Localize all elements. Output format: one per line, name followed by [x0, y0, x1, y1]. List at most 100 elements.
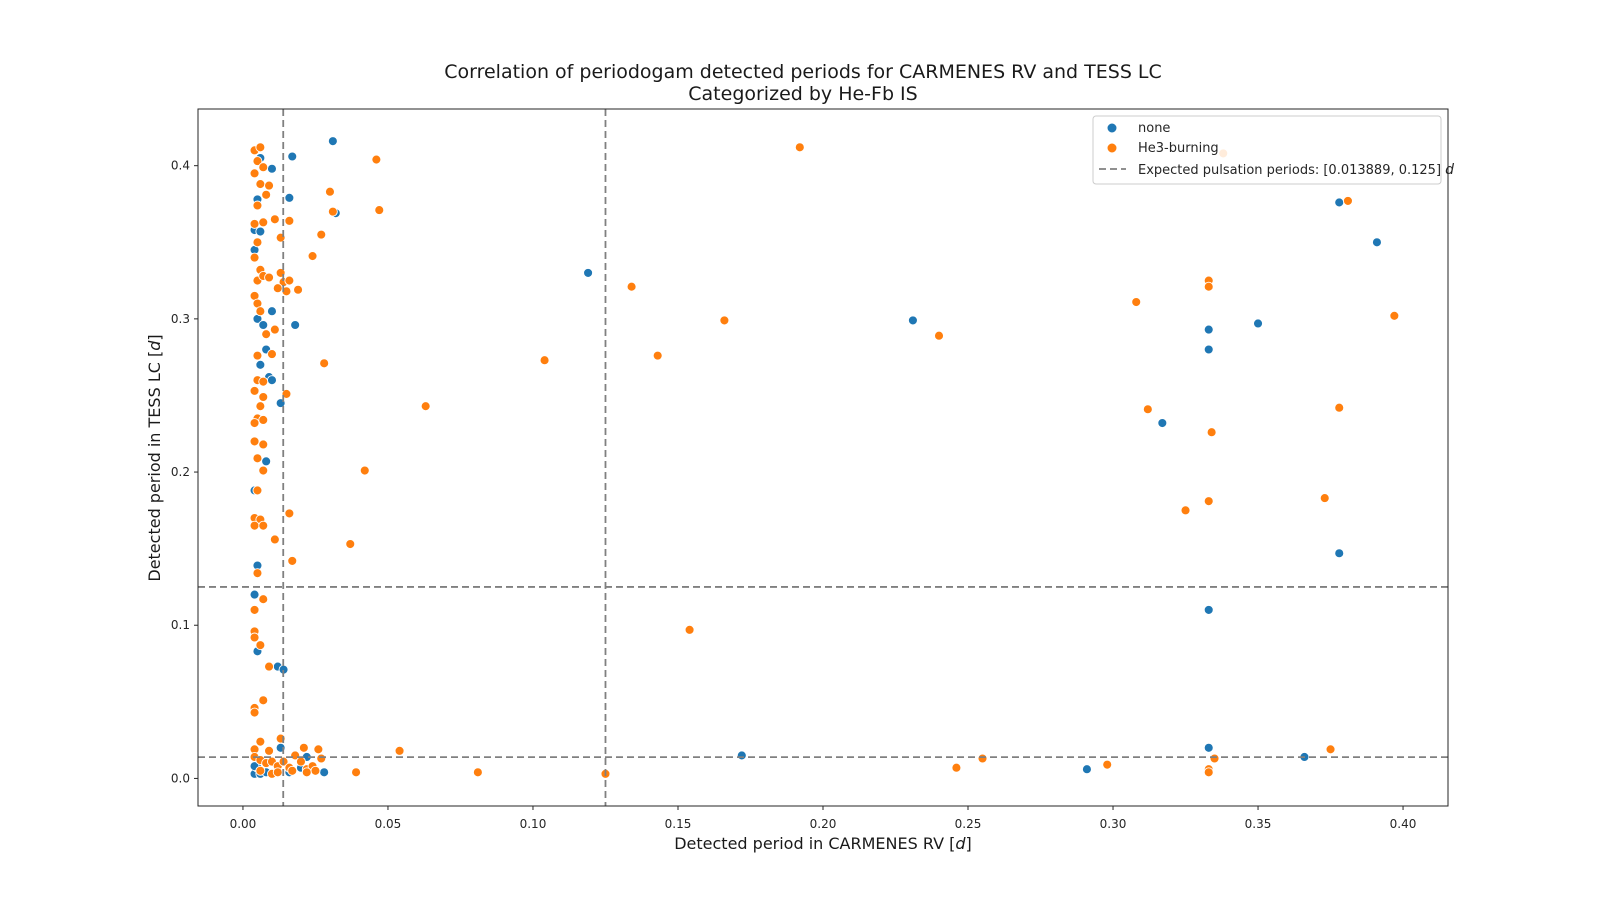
- point-he3-burning: [252, 156, 263, 167]
- y-tick-label: 0.2: [171, 465, 190, 479]
- point-he3-burning: [1142, 404, 1153, 415]
- legend-box: [1092, 115, 1442, 185]
- point-none: [261, 456, 272, 467]
- point-he3-burning: [249, 418, 260, 428]
- point-he3-burning: [394, 745, 405, 756]
- point-he3-burning: [252, 237, 263, 248]
- point-he3-burning: [1203, 496, 1214, 507]
- legend-label-reference: Expected pulsation periods: [0.013889, 0…: [1138, 162, 1454, 178]
- plot-frame: [197, 108, 1449, 807]
- point-he3-burning: [1389, 310, 1400, 321]
- point-none: [287, 151, 298, 162]
- point-none: [1203, 742, 1214, 753]
- point-he3-burning: [319, 358, 330, 369]
- point-he3-burning: [255, 306, 266, 317]
- point-he3-burning: [258, 217, 269, 228]
- point-he3-burning: [258, 594, 269, 605]
- point-none: [255, 226, 266, 237]
- point-none: [267, 375, 277, 386]
- point-he3-burning: [269, 534, 280, 545]
- point-he3-burning: [287, 765, 298, 776]
- point-he3-burning: [327, 206, 338, 217]
- point-he3-burning: [284, 215, 295, 226]
- point-he3-burning: [249, 436, 260, 447]
- point-none: [1203, 604, 1214, 615]
- y-tick-label: 0.0: [171, 771, 190, 785]
- legend-reference-text: Expected pulsation periods: [0.013889, 0…: [1138, 163, 1441, 178]
- point-he3-burning: [359, 465, 370, 476]
- chart-subtitle: Categorized by He-Fb IS: [688, 83, 917, 105]
- x-axis-label-unit: d: [955, 834, 966, 853]
- point-none: [258, 320, 269, 330]
- point-he3-burning: [258, 695, 269, 706]
- point-he3-burning: [301, 767, 312, 778]
- point-none: [249, 589, 260, 600]
- point-he3-burning: [719, 315, 730, 326]
- y-tick-label: 0.4: [171, 159, 190, 173]
- chart-title: Correlation of periodogam detected perio…: [444, 61, 1162, 83]
- point-none: [583, 267, 594, 278]
- x-tick-label: 0.10: [520, 817, 547, 831]
- x-tick-label: 0.25: [955, 817, 982, 831]
- legend-reference-unit: d: [1445, 162, 1454, 178]
- point-he3-burning: [1209, 753, 1220, 764]
- point-he3-burning: [371, 154, 382, 165]
- point-he3-burning: [1131, 297, 1142, 307]
- point-he3-burning: [951, 762, 962, 773]
- x-axis-label-close: ]: [966, 834, 972, 853]
- point-he3-burning: [1102, 759, 1113, 770]
- point-he3-burning: [313, 744, 324, 755]
- x-tick-label: 0.20: [810, 817, 837, 831]
- x-tick-label: 0.05: [375, 817, 402, 831]
- point-he3-burning: [252, 453, 263, 464]
- point-he3-burning: [258, 376, 269, 387]
- point-he3-burning: [255, 142, 266, 153]
- point-he3-burning: [539, 355, 550, 366]
- point-he3-burning: [293, 284, 304, 295]
- x-tick-label: 0.00: [230, 817, 257, 831]
- point-he3-burning: [1203, 281, 1214, 292]
- point-he3-burning: [258, 415, 269, 425]
- x-tick-label: 0.35: [1245, 817, 1272, 831]
- point-he3-burning: [281, 388, 292, 399]
- point-he3-burning: [249, 168, 260, 179]
- y-axis-label-close: ]: [145, 334, 164, 340]
- point-he3-burning: [626, 281, 637, 292]
- point-none: [736, 750, 747, 761]
- legend-label-he3-burning: He3-burning: [1138, 141, 1219, 156]
- point-none: [267, 163, 277, 174]
- point-he3-burning: [255, 765, 266, 776]
- point-he3-burning: [794, 142, 805, 153]
- point-he3-burning: [1342, 195, 1353, 206]
- point-he3-burning: [258, 162, 269, 173]
- point-he3-burning: [1180, 505, 1191, 516]
- point-he3-burning: [310, 765, 321, 776]
- point-he3-burning: [1334, 402, 1345, 413]
- point-none: [1253, 318, 1263, 329]
- point-none: [290, 320, 301, 330]
- legend: none He3-burning Expected pulsation peri…: [1092, 115, 1454, 185]
- point-none: [284, 192, 295, 203]
- legend-marker-none: [1106, 122, 1118, 134]
- point-he3-burning: [258, 465, 269, 476]
- x-axis-label-text: Detected period in CARMENES RV [: [674, 834, 955, 853]
- point-he3-burning: [249, 632, 260, 643]
- point-he3-burning: [934, 330, 944, 341]
- point-he3-burning: [472, 767, 483, 778]
- point-he3-burning: [287, 555, 298, 566]
- point-he3-burning: [258, 439, 269, 450]
- point-he3-burning: [374, 205, 385, 216]
- point-none: [907, 315, 918, 326]
- point-he3-burning: [1203, 767, 1214, 778]
- point-he3-burning: [249, 520, 260, 531]
- point-none: [319, 767, 330, 778]
- point-he3-burning: [261, 189, 272, 200]
- point-none: [1334, 548, 1345, 559]
- point-he3-burning: [258, 392, 269, 402]
- point-he3-burning: [252, 485, 263, 496]
- point-he3-burning: [272, 767, 283, 778]
- point-he3-burning: [272, 283, 283, 294]
- point-he3-burning: [420, 401, 431, 412]
- axis-ticks: 0.00 0.05 0.10 0.15 0.20 0.25 0.30 0.35 0.40 0.0 0…: [171, 159, 1416, 831]
